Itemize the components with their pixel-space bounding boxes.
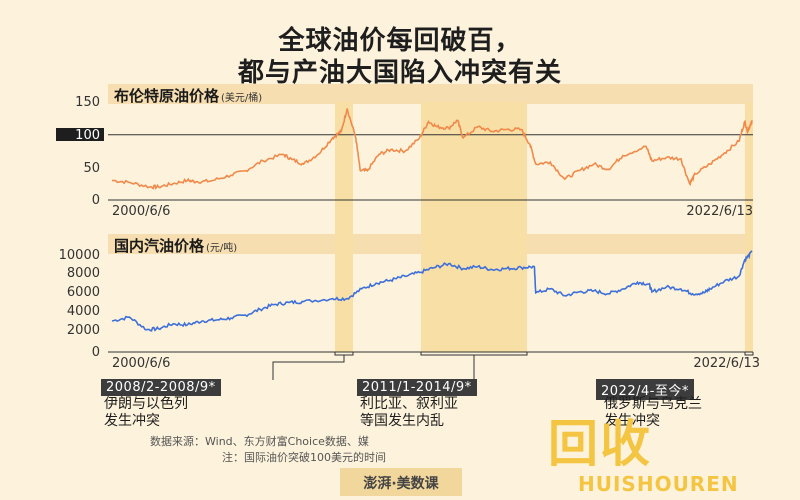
brent-y-tick-50: 50	[83, 161, 100, 176]
leader-2022	[744, 352, 754, 356]
period-desc-2022-line1: 俄罗斯与乌克兰	[604, 396, 702, 412]
period-band-2022	[745, 102, 753, 352]
leader-2008	[272, 352, 354, 380]
footnote: 注：国际油价突破100美元的时间	[222, 451, 386, 464]
watermark-text: HUISHOUREN	[578, 472, 739, 496]
brent-unit: (美元/桶)	[221, 93, 263, 104]
gasoline-y-tick-2000: 2000	[67, 323, 100, 338]
gasoline-price-line	[111, 250, 753, 332]
chart-title-line-2: 都与产油大国陷入冲突有关	[237, 58, 562, 88]
gasoline-y-tick-6000: 6000	[67, 285, 100, 300]
chart-title-line-1: 全球油价每回破百，	[278, 26, 522, 56]
period-desc-2022-line2: 发生冲突	[604, 413, 660, 429]
brand-logo-text: 澎湃·美数课	[363, 476, 439, 492]
period-desc-2008-line2: 发生冲突	[104, 413, 160, 429]
brand-footer: 澎湃·美数课	[340, 468, 462, 496]
brent-y-tick-0: 0	[92, 193, 100, 208]
brent-x-end-label: 2022/6/13	[686, 204, 753, 219]
brent-y-tick-100: 100	[75, 128, 100, 143]
period-desc-2011-line1: 利比亚、叙利亚	[360, 396, 458, 412]
brent-price-line	[111, 108, 753, 190]
period-desc-2008-line1: 伊朗与以色列	[104, 396, 188, 412]
gasoline-y-tick-10000: 10000	[59, 248, 100, 263]
brent-chart-title: 布伦特原油价格 (美元/桶)	[114, 87, 263, 105]
gasoline-unit: (元/吨)	[206, 243, 238, 254]
gasoline-y-tick-4000: 4000	[67, 304, 100, 319]
reference-label-bg	[56, 128, 104, 141]
data-source-note: 数据来源：Wind、东方财富Choice数据、媒	[150, 435, 369, 448]
period-label-2022: 2022/4-至今*	[596, 379, 694, 400]
period-desc-2011: 利比亚、叙利亚 等国发生内乱	[360, 396, 458, 430]
gasoline-x-start-label: 2000/6/6	[112, 356, 170, 371]
brent-x-start-label: 2000/6/6	[112, 204, 170, 219]
period-band-2011	[421, 102, 527, 352]
brent-panel-header: 布伦特原油价格 (美元/桶)	[108, 84, 753, 105]
period-desc-2011-line2: 等国发生内乱	[360, 413, 444, 429]
gasoline-chart-title: 国内汽油价格 (元/吨)	[114, 237, 238, 255]
gasoline-y-tick-0: 0	[92, 345, 100, 360]
period-band-2008	[335, 102, 353, 352]
period-label-2008: 2008/2-2008/9*	[101, 379, 221, 396]
period-desc-2022: 俄罗斯与乌克兰 发生冲突	[604, 396, 702, 430]
gasoline-x-end-label: 2022/6/13	[693, 356, 760, 371]
gasoline-y-tick-8000: 8000	[67, 266, 100, 281]
leader-2011	[420, 352, 528, 380]
period-label-2011: 2011/1-2014/9*	[357, 379, 477, 396]
brent-y-tick-150: 150	[75, 95, 100, 110]
period-desc-2008: 伊朗与以色列 发生冲突	[104, 396, 188, 430]
watermark-logo: 回收	[548, 415, 652, 473]
